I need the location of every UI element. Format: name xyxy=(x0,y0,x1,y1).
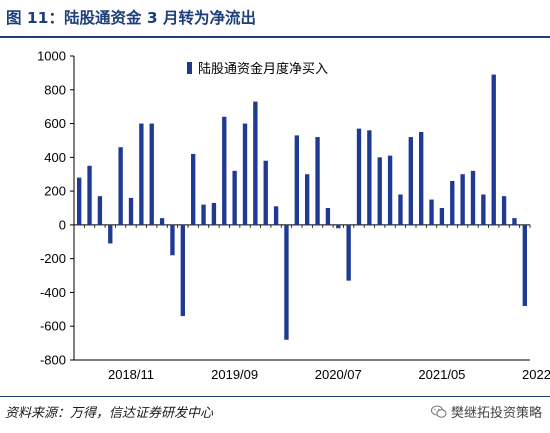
legend-label: 陆股通资金月度净买入 xyxy=(198,61,328,77)
bar xyxy=(315,137,320,225)
bar xyxy=(305,174,310,225)
bar xyxy=(460,174,465,225)
bar xyxy=(522,224,527,306)
bar xyxy=(408,137,413,225)
x-tick-label: 2019/09 xyxy=(211,367,258,382)
bar xyxy=(139,123,144,225)
bar xyxy=(263,160,268,225)
bar xyxy=(118,147,123,225)
y-tick-label: 1000 xyxy=(37,49,66,64)
bars-layer xyxy=(77,74,527,340)
y-tick-label: -800 xyxy=(40,353,66,368)
x-tick-label: 2018/11 xyxy=(108,367,154,382)
wechat-icon xyxy=(430,405,447,418)
bar xyxy=(108,224,113,244)
bar xyxy=(159,218,165,225)
bar xyxy=(232,170,237,225)
labels-layer: 1000 800 600 400 200 0 -200 -400 -600 -800 2018/11… xyxy=(37,49,550,383)
bar xyxy=(211,202,217,225)
bar xyxy=(419,132,424,225)
bar xyxy=(191,153,196,225)
bar xyxy=(377,157,382,225)
x-tick-label: 2022/03 xyxy=(522,367,550,382)
bar xyxy=(429,199,434,225)
bar xyxy=(336,224,341,229)
legend-swatch xyxy=(187,62,192,74)
bar xyxy=(501,196,507,225)
bar xyxy=(367,130,372,225)
bar xyxy=(273,206,279,225)
top-rule xyxy=(0,36,550,38)
bar xyxy=(222,116,227,225)
bar-chart: 1000 800 600 400 200 0 -200 -400 -600 -800 2018/11… xyxy=(37,49,550,383)
bar xyxy=(481,194,486,225)
bar xyxy=(253,101,258,225)
legend: 陆股通资金月度净买入 xyxy=(187,61,328,77)
x-tick-label: 2021/05 xyxy=(418,367,465,382)
y-tick-label: 600 xyxy=(44,116,66,131)
bar xyxy=(242,123,248,225)
x-tick-label: 2020/07 xyxy=(315,367,362,382)
watermark: 樊继拓投资策略 xyxy=(430,402,542,421)
y-tick-label: 800 xyxy=(44,82,66,97)
figure-title: 图 11：陆股通资金 3 月转为净流出 xyxy=(6,9,257,27)
watermark-text: 樊继拓投资策略 xyxy=(450,406,542,421)
bar xyxy=(491,74,496,225)
y-tick-label: -400 xyxy=(40,285,66,300)
bar xyxy=(87,165,92,225)
bar xyxy=(439,208,445,225)
bar xyxy=(201,204,206,225)
bar xyxy=(470,170,476,225)
bar xyxy=(97,196,103,225)
y-tick-label: 400 xyxy=(44,150,66,165)
bar xyxy=(180,224,185,317)
bar xyxy=(398,194,403,225)
bar xyxy=(128,197,134,225)
bar xyxy=(149,123,154,225)
bar xyxy=(284,224,289,340)
bar xyxy=(346,224,351,281)
y-tick-label: -600 xyxy=(40,319,66,334)
bar xyxy=(356,128,362,225)
bar xyxy=(325,208,331,225)
bar xyxy=(387,155,393,225)
y-tick-label: 200 xyxy=(44,184,66,199)
bar xyxy=(294,135,299,225)
bar xyxy=(170,224,175,256)
bar xyxy=(450,180,455,225)
source-note: 资料来源：万得，信达证券研发中心 xyxy=(5,406,214,421)
bottom-rule xyxy=(0,396,550,397)
y-tick-label: -200 xyxy=(40,251,66,266)
bar xyxy=(77,177,82,225)
bar xyxy=(512,218,517,225)
y-tick-label: 0 xyxy=(59,217,66,232)
